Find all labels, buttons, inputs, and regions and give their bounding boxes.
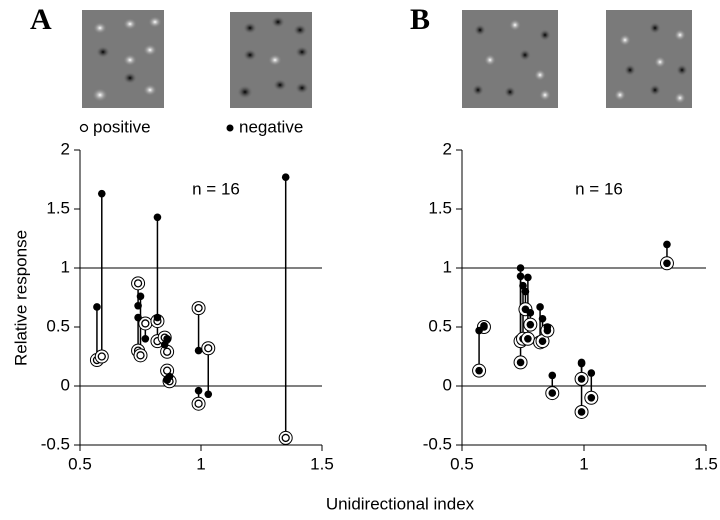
point	[475, 366, 483, 375]
y-tick-label: 2	[61, 139, 70, 158]
point	[577, 359, 586, 368]
point	[194, 386, 203, 395]
point	[136, 351, 145, 360]
point	[538, 314, 547, 323]
x-tick-label: 1.5	[694, 454, 718, 473]
point	[480, 322, 488, 330]
point	[577, 375, 586, 383]
point	[160, 340, 169, 349]
point	[134, 301, 142, 310]
point	[516, 264, 525, 272]
x-tick-label: 1.5	[310, 454, 334, 473]
point	[194, 303, 203, 313]
x-tick-label: 1	[196, 454, 205, 473]
point	[153, 213, 162, 222]
point	[663, 259, 671, 268]
y-tick-label: 0	[443, 375, 452, 394]
point	[548, 389, 557, 397]
y-tick-label: 2	[443, 139, 452, 158]
y-tick-label: 1	[443, 257, 452, 276]
point	[524, 335, 532, 343]
point	[663, 240, 671, 249]
legend-marker	[79, 123, 89, 133]
stimulus-a2	[230, 12, 312, 108]
y-tick-label: 1.5	[428, 198, 452, 217]
y-tick-label: 1.5	[46, 198, 70, 217]
stimulus-a1	[82, 10, 164, 108]
annotation: n = 16	[575, 179, 623, 198]
point	[134, 313, 142, 322]
x-tick-label: 0.5	[68, 454, 92, 473]
panel-label: B	[410, 3, 430, 36]
legend-marker	[226, 124, 234, 132]
point	[548, 371, 557, 380]
point	[163, 335, 171, 343]
point	[577, 408, 586, 416]
y-tick-label: -0.5	[41, 434, 70, 453]
point	[587, 369, 596, 377]
point	[524, 273, 532, 282]
point	[93, 303, 101, 311]
point	[204, 344, 213, 353]
point	[133, 279, 143, 288]
point	[141, 335, 150, 343]
point	[536, 303, 544, 311]
y-axis-label: Relative response	[11, 230, 30, 366]
y-tick-label: 0.5	[46, 316, 70, 335]
y-tick-label: -0.5	[423, 434, 452, 453]
point	[526, 320, 535, 329]
annotation: n = 16	[192, 179, 240, 198]
point	[97, 189, 106, 198]
x-tick-label: 0.5	[450, 454, 474, 473]
y-tick-label: 0.5	[428, 316, 452, 335]
point	[587, 394, 596, 402]
point	[521, 287, 530, 296]
point	[153, 313, 162, 322]
point	[194, 399, 203, 408]
stimulus-b2	[606, 10, 692, 108]
point	[136, 292, 145, 301]
point	[141, 319, 150, 328]
point	[97, 352, 106, 361]
point	[194, 346, 203, 355]
point	[281, 173, 290, 181]
y-tick-label: 1	[61, 257, 70, 276]
legend-label: positive	[93, 117, 151, 136]
point	[519, 281, 527, 290]
point	[162, 347, 172, 356]
x-axis-label: Unidirectional index	[326, 494, 475, 513]
point	[516, 272, 525, 281]
point	[281, 433, 290, 443]
point	[165, 372, 174, 381]
point	[475, 326, 483, 335]
panel-label: A	[30, 3, 52, 36]
stimulus-b1	[462, 10, 558, 108]
point	[538, 337, 547, 345]
x-tick-label: 1	[579, 454, 588, 473]
point	[526, 309, 535, 317]
legend-label: negative	[239, 117, 303, 136]
point	[516, 358, 525, 367]
point	[543, 323, 552, 331]
point	[204, 390, 213, 399]
y-tick-label: 0	[61, 375, 70, 394]
